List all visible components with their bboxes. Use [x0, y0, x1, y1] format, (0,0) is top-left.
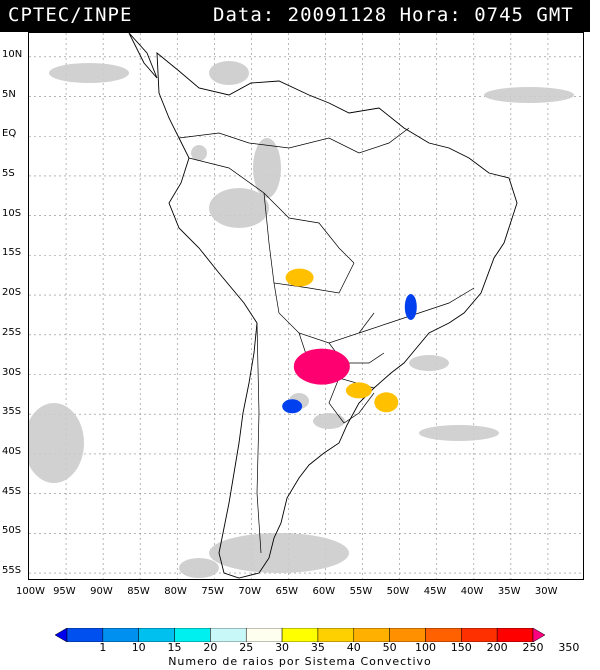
- lat-label: 30S: [2, 366, 22, 378]
- colorbar-tick-label: 50: [382, 641, 397, 654]
- lon-label: 45W: [423, 586, 447, 597]
- lon-label: 100W: [16, 586, 45, 597]
- lat-label: 20S: [2, 287, 22, 299]
- colorbar-segment: [281, 628, 319, 642]
- country-borders: [178, 127, 475, 554]
- colorbar-segment: [353, 628, 390, 642]
- colorbar-segment: [210, 628, 247, 642]
- colorbar-tick-label: 35: [310, 641, 325, 654]
- continent-outline: [128, 33, 518, 579]
- colorbar-tick-label: 30: [275, 641, 290, 654]
- system-atlantic: [374, 392, 399, 413]
- lon-label: 85W: [127, 586, 150, 597]
- lat-label: 50S: [2, 525, 22, 537]
- lon-label: 70W: [238, 586, 262, 597]
- lat-label: 55S: [2, 565, 22, 577]
- colorbar-tick-label: 100: [414, 641, 436, 654]
- colorbar-segment: [389, 628, 426, 642]
- system-argentina-northeast: [293, 348, 350, 385]
- colorbar-segment: [461, 628, 498, 642]
- lat-label: 25S: [2, 326, 22, 338]
- map-header: CPTEC/INPE Data: 20091128 Hora: 0745 GMT: [0, 0, 590, 32]
- colorbar-segment: [102, 628, 139, 642]
- lat-label: 35S: [2, 406, 22, 418]
- colorbar-arrow-left: [55, 628, 68, 642]
- colorbar-arrow-right: [532, 628, 545, 642]
- lon-label: 75W: [201, 586, 224, 597]
- lon-label: 40W: [460, 586, 484, 597]
- colorbar-segment: [425, 628, 462, 642]
- colorbar-segment: [138, 628, 175, 642]
- colorbar-segment: [496, 628, 534, 642]
- lon-label: 95W: [53, 586, 76, 597]
- system-brazil-southeast: [404, 294, 417, 320]
- map-panel: [28, 32, 584, 580]
- header-datetime: Data: 20091128 Hora: 0745 GMT: [213, 4, 574, 26]
- lat-label: 15S: [2, 247, 22, 259]
- lon-label: 60W: [312, 586, 336, 597]
- colorbar-tick-label: 250: [522, 641, 544, 654]
- colorbar-tick-label: 1: [99, 641, 107, 654]
- colorbar-segment: [317, 628, 355, 642]
- lon-label: 80W: [164, 586, 187, 597]
- colorbar-segment: [174, 628, 211, 642]
- lat-label: 5N: [2, 88, 16, 100]
- lat-label: 10S: [2, 207, 22, 219]
- colorbar-tick-label: 40: [346, 641, 361, 654]
- lon-label: 35W: [497, 586, 521, 597]
- colorbar-tick-label: 25: [239, 641, 254, 654]
- lon-label: 55W: [349, 586, 373, 597]
- lat-label: 40S: [2, 445, 22, 457]
- colorbar-tick-label: 200: [486, 641, 508, 654]
- lon-label: 50W: [386, 586, 410, 597]
- graticule: [29, 33, 583, 579]
- colorbar-tick-label: 10: [131, 641, 146, 654]
- convective-systems: [282, 268, 417, 414]
- lon-label: 30W: [534, 586, 558, 597]
- colorbar-tick-label: 150: [450, 641, 472, 654]
- lat-label: 45S: [2, 485, 22, 497]
- colorbar-tick-label: 350: [558, 641, 580, 654]
- colorbar: [55, 628, 545, 642]
- map-canvas: [29, 33, 583, 579]
- colorbar-caption: Numero de raios por Sistema Convectivo: [168, 655, 432, 668]
- lat-label: 10N: [2, 48, 23, 60]
- lon-label: 65W: [275, 586, 299, 597]
- colorbar-tick-label: 20: [203, 641, 218, 654]
- colorbar-tick-label: 15: [167, 641, 182, 654]
- cloud-layer: [29, 61, 574, 578]
- lon-label: 90W: [90, 586, 113, 597]
- colorbar-segment: [66, 628, 104, 642]
- header-source: CPTEC/INPE: [8, 4, 133, 26]
- system-bolivia: [285, 268, 314, 287]
- lat-label: EQ: [2, 128, 17, 140]
- lat-label: 5S: [2, 167, 15, 179]
- colorbar-segment: [245, 628, 283, 642]
- system-argentina-central: [282, 399, 303, 414]
- system-uruguay: [345, 382, 372, 399]
